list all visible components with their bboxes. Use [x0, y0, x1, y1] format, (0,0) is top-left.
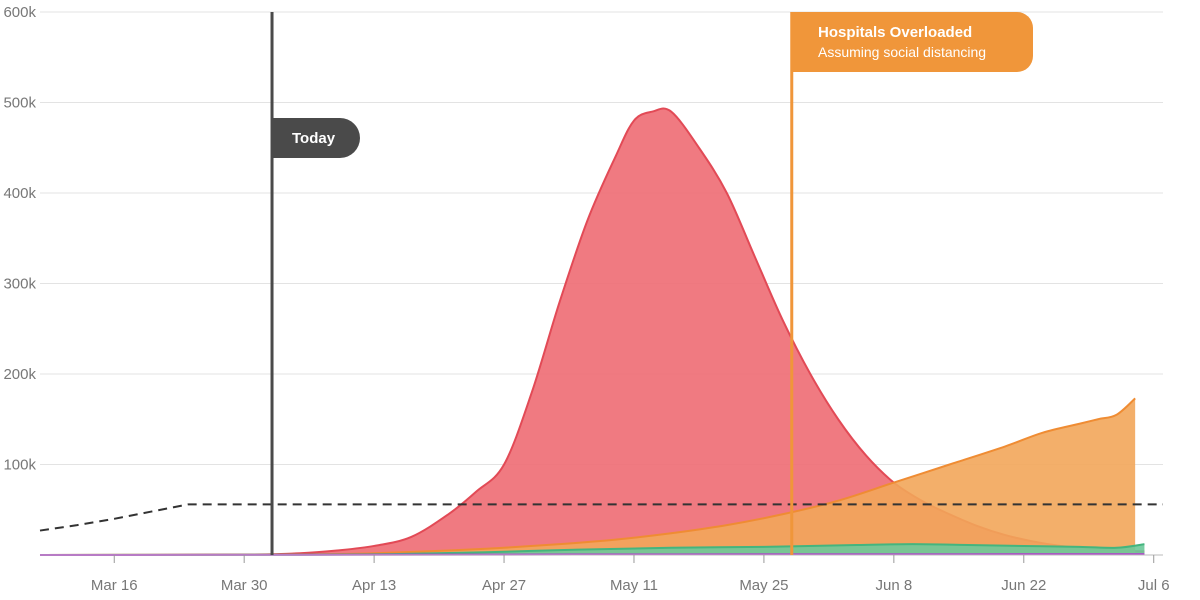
series-area	[40, 108, 1145, 555]
x-tick-label: Jun 8	[875, 577, 912, 594]
overload-marker-subtitle: Assuming social distancing	[818, 44, 986, 60]
x-tick-label: Mar 16	[91, 577, 138, 594]
x-tick-label: Jun 22	[1001, 577, 1046, 594]
x-tick-label: Apr 13	[352, 577, 396, 594]
overload-marker-tag	[791, 12, 1033, 72]
capacity-line	[39, 503, 1163, 532]
overload-marker-title: Hospitals Overloaded	[818, 24, 972, 41]
capacity-dashed-line	[39, 503, 1163, 532]
x-tick-label: Mar 30	[221, 577, 268, 594]
x-tick-labels: Mar 16 Mar 30 Apr 13 Apr 27 May 11 May 25 Jun …	[91, 555, 1170, 594]
y-tick-label: 600k	[3, 4, 36, 21]
today-marker-tag	[272, 118, 360, 158]
y-tick-label: 400k	[3, 185, 36, 202]
x-tick-label: May 11	[610, 577, 658, 594]
x-tick-label: Apr 27	[482, 577, 526, 594]
y-tick-label: 300k	[3, 276, 36, 293]
x-tick-label: May 25	[739, 577, 788, 594]
today-marker-label: Today	[292, 130, 336, 147]
event-markers: Today Hospitals Overloaded Assuming social…	[270, 12, 1033, 555]
y-tick-labels: 100k 200k 300k 400k 500k 600k	[3, 4, 36, 474]
series-line	[39, 397, 1136, 556]
y-tick-label: 500k	[3, 95, 36, 112]
x-tick-label: Jul 6	[1138, 577, 1170, 594]
y-tick-label: 200k	[3, 366, 36, 383]
y-tick-label: 100k	[3, 457, 36, 474]
series-areas	[39, 107, 1163, 556]
series-area	[40, 398, 1136, 555]
